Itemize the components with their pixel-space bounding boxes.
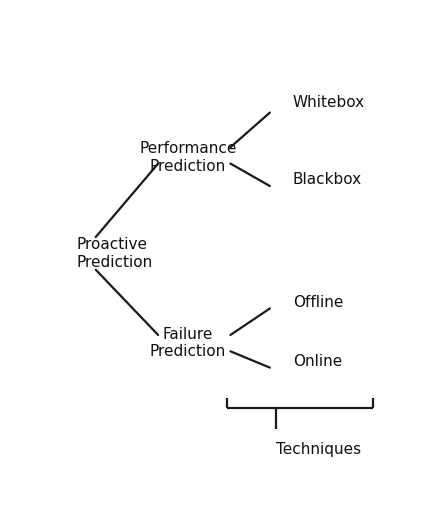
Text: Whitebox: Whitebox — [293, 95, 365, 110]
Text: Offline: Offline — [293, 295, 343, 310]
Text: Blackbox: Blackbox — [293, 172, 362, 188]
Text: Techniques: Techniques — [276, 441, 362, 457]
Text: Online: Online — [293, 354, 342, 369]
Text: Performance
Prediction: Performance Prediction — [139, 142, 237, 174]
Text: Proactive
Prediction: Proactive Prediction — [76, 237, 152, 270]
Text: Failure
Prediction: Failure Prediction — [150, 327, 226, 359]
